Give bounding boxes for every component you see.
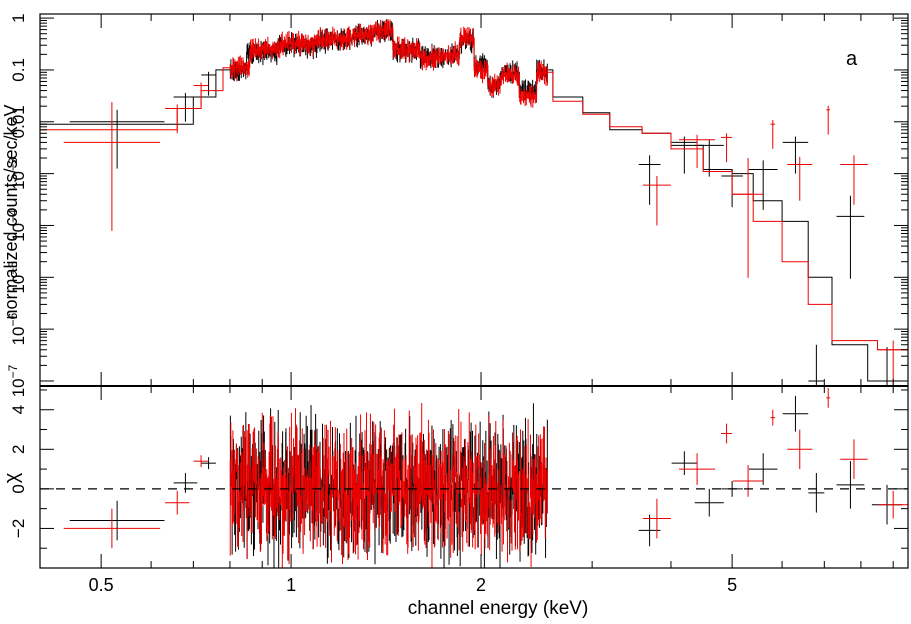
chi-tick-label: 4	[9, 405, 28, 414]
y-tick-mantissa: 0.1	[9, 58, 28, 82]
y-tick-exponent: −3	[6, 157, 20, 171]
y-tick-label: 10−3	[6, 157, 28, 190]
y-tick-mantissa: 10	[9, 275, 28, 294]
residual-panel	[40, 387, 908, 568]
y-tick-exponent: −7	[6, 364, 20, 378]
y-tick-label: 0.1	[9, 58, 28, 82]
bottom-frame	[39, 385, 909, 569]
y-tick-exponent: −4	[6, 209, 20, 223]
y-tick-mantissa: 10	[9, 171, 28, 190]
y-tick-label: 10−4	[6, 209, 28, 242]
chi-tick-label: −2	[9, 519, 28, 538]
x-tick-label: 5	[727, 575, 737, 595]
y-tick-exponent: −6	[6, 312, 20, 326]
y-tick-mantissa: 0.01	[9, 105, 28, 138]
y-tick-label: 0.01	[9, 105, 28, 138]
top-panel	[40, 19, 908, 386]
y-tick-mantissa: 1	[9, 13, 28, 22]
x-tick-label: 1	[286, 575, 296, 595]
y-tick-label: 10−6	[6, 312, 28, 345]
y-tick-mantissa: 10	[9, 223, 28, 242]
y-tick-label: 10−7	[6, 364, 28, 397]
model-line-black	[40, 31, 908, 382]
panel-label: a	[846, 48, 858, 70]
x-tick-label: 2	[476, 575, 486, 595]
model-line-red	[40, 29, 908, 351]
y-tick-mantissa: 10	[9, 326, 28, 345]
y-tick-label: 1	[9, 13, 28, 22]
x-axis-label: channel energy (keV)	[408, 598, 589, 619]
y-tick-label: 10−5	[6, 261, 28, 294]
x-tick-label: 0.5	[89, 575, 114, 595]
y-tick-mantissa: 10	[9, 378, 28, 397]
y-axis-label-top: normalized counts/sec/keV	[1, 104, 21, 319]
y-tick-exponent: −5	[6, 261, 20, 275]
y-axis-label-bottom: χ	[1, 472, 23, 483]
chi-tick-label: 2	[9, 445, 28, 454]
chi-tick-label: 0	[9, 484, 28, 493]
